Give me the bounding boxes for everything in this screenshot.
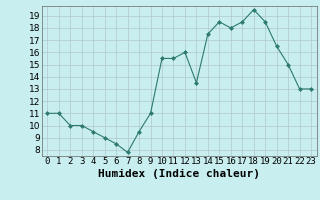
X-axis label: Humidex (Indice chaleur): Humidex (Indice chaleur) bbox=[98, 169, 260, 179]
